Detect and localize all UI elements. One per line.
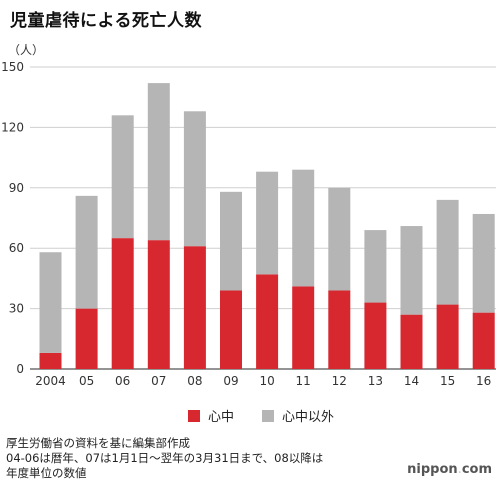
bar-segment-shinju — [400, 314, 423, 369]
legend-label-other: 心中以外 — [282, 410, 335, 425]
chart-title: 児童虐待による死亡人数 — [10, 11, 202, 31]
x-tick-label: 09 — [223, 374, 238, 388]
bar-segment-shinju — [111, 238, 134, 369]
x-tick-label: 14 — [404, 374, 419, 388]
bar-segment-shinju — [183, 246, 206, 369]
bar-segment-other — [472, 213, 495, 313]
footnotes: 厚生労働省の資料を基に編集部作成 04-06は暦年、07は1月1日～翌年の3月3… — [6, 436, 323, 481]
x-tick-label: 16 — [476, 374, 491, 388]
bar-segment-shinju — [147, 240, 170, 369]
bar-segment-other — [328, 187, 351, 291]
bar-segment-shinju — [256, 274, 279, 369]
y-tick-label: 150 — [1, 60, 24, 74]
bar-segment-other — [147, 83, 170, 241]
footnote-source: 厚生労働省の資料を基に編集部作成 — [6, 436, 190, 450]
legend-swatch-gray — [262, 409, 275, 422]
bar-segment-other — [436, 199, 459, 305]
bar-segment-shinju — [292, 286, 315, 369]
y-tick-label: 90 — [9, 181, 24, 195]
x-tick-label: 15 — [440, 374, 455, 388]
bar-segment-shinju — [364, 302, 387, 369]
bar-segment-other — [183, 111, 206, 247]
bar-segment-shinju — [436, 304, 459, 369]
stacked-bar-chart: 0 30 60 90 120 150 2004 05 06 07 08 09 10 11 12 13 14 15 1… — [1, 60, 496, 388]
y-tick-label: 30 — [9, 302, 24, 316]
bar-segment-other — [39, 252, 62, 353]
y-tick-label: 120 — [1, 120, 24, 134]
x-tick-label: 13 — [368, 374, 383, 388]
y-axis-unit-label: （人） — [8, 43, 45, 57]
x-tick-label: 08 — [187, 374, 202, 388]
x-tick-label: 07 — [151, 374, 166, 388]
footnote-period-1: 04-06は暦年、07は1月1日～翌年の3月31日まで、08以降は — [6, 451, 324, 465]
bar-segment-other — [256, 171, 279, 275]
bar-segment-other — [75, 195, 98, 309]
x-tick-label: 2004 — [35, 374, 66, 388]
legend: 心中 心中以外 — [188, 406, 334, 425]
x-tick-label: 12 — [332, 374, 347, 388]
bar-segment-shinju — [472, 312, 495, 369]
x-tick-label: 05 — [79, 374, 94, 388]
footnote-period-2: 年度単位の数値 — [6, 466, 87, 480]
bar-segment-other — [400, 226, 423, 315]
y-tick-label: 0 — [16, 362, 24, 376]
bar-segment-shinju — [220, 290, 242, 369]
y-tick-label: 60 — [9, 241, 24, 255]
brand-logo: nippon.com — [407, 462, 492, 477]
bar-segment-shinju — [328, 290, 351, 369]
x-tick-label: 11 — [296, 374, 311, 388]
bar-segment-other — [220, 191, 242, 291]
bar-segment-other — [364, 230, 387, 303]
bar-segment-shinju — [39, 352, 62, 369]
legend-item-other: 心中以外 — [262, 406, 334, 425]
legend-item-shinju: 心中 — [188, 406, 234, 425]
bar-segment-other — [292, 169, 315, 287]
x-tick-label: 10 — [259, 374, 274, 388]
legend-label-shinju: 心中 — [208, 410, 235, 425]
legend-swatch-red — [188, 409, 200, 422]
x-tick-label: 06 — [115, 374, 130, 388]
bar-segment-shinju — [75, 308, 98, 369]
bar-segment-other — [111, 115, 134, 239]
